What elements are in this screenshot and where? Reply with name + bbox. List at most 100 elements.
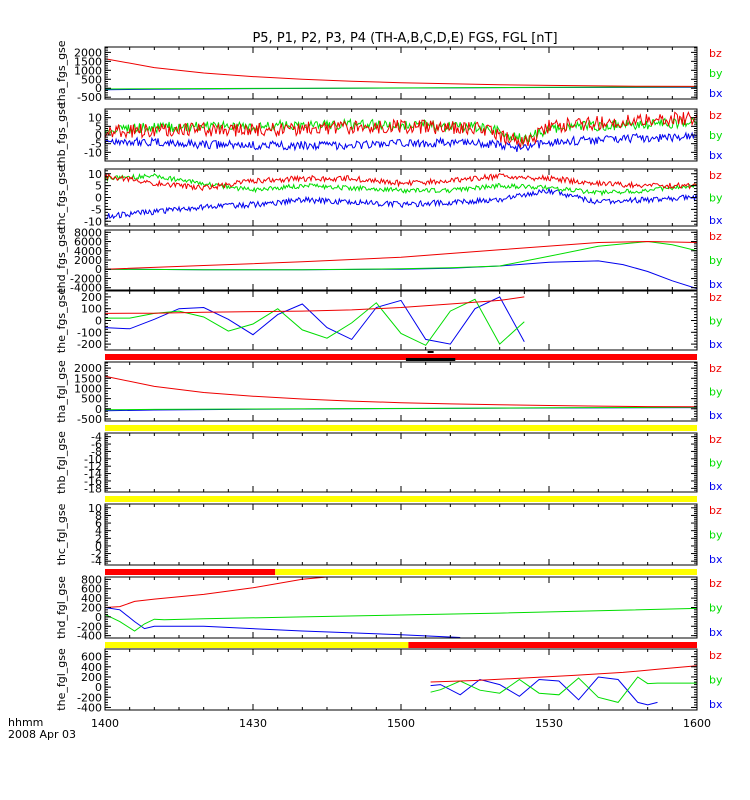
legend-by: by <box>709 192 723 205</box>
mode-bar <box>105 351 697 361</box>
y-axis-label: thc_fgs_gse <box>55 165 68 230</box>
legend-bz: bz <box>709 577 722 590</box>
legend-bx: bx <box>709 338 723 351</box>
series-bx-thc_fgs_gse <box>105 186 697 220</box>
y-tick-label: 1500 <box>74 372 102 385</box>
y-tick-label: 6 <box>95 517 102 530</box>
panel-frame <box>104 432 698 493</box>
y-tick-label: 200 <box>81 291 102 304</box>
series-bx-thb_fgs_gse <box>105 131 697 153</box>
y-tick-label: 4 <box>95 525 102 538</box>
y-tick-label: -100 <box>77 326 102 339</box>
y-tick-label: 0 <box>95 82 102 95</box>
mode-segment <box>105 354 697 360</box>
series-bz-tha_fgl_gse <box>105 375 697 408</box>
legend-by: by <box>709 386 723 399</box>
legend-bz: bz <box>709 504 722 517</box>
y-tick-label: -400 <box>77 701 102 714</box>
y-tick-label: 600 <box>81 651 102 664</box>
y-tick-label: 10 <box>88 502 102 515</box>
y-axis-label: thb_fgl_gse <box>55 431 68 494</box>
legend-by: by <box>709 254 723 267</box>
y-tick-label: 800 <box>81 573 102 586</box>
y-tick-label: -8 <box>91 445 102 458</box>
panel-frame <box>104 46 698 100</box>
legend-bz: bz <box>709 109 722 122</box>
legend-bx: bx <box>709 698 723 711</box>
y-tick-label: -18 <box>84 482 102 495</box>
x-tick-label: 1400 <box>91 717 119 730</box>
legend-bx: bx <box>709 480 723 493</box>
y-axis-label: thd_fgs_gse <box>55 227 68 293</box>
mode-bars <box>105 351 697 648</box>
mode-segment <box>405 358 456 361</box>
y-tick-label: 0 <box>95 403 102 416</box>
y-axis-label: thd_fgl_gse <box>55 576 68 639</box>
legend-bx: bx <box>709 87 723 100</box>
panel-frame <box>104 229 698 291</box>
y-axis-label: the_fgl_gse <box>55 648 68 711</box>
y-tick-label: 400 <box>81 592 102 605</box>
series-bz-the_fgs_gse <box>105 296 525 314</box>
y-tick-label: 8000 <box>74 226 102 239</box>
y-tick-label: -200 <box>77 691 102 704</box>
x-tick-label: 1530 <box>535 717 563 730</box>
mode-marker <box>427 351 434 353</box>
y-tick-label: 2 <box>95 532 102 545</box>
y-tick-label: -4 <box>91 555 102 568</box>
series-bz-thd_fgs_gse <box>105 240 697 270</box>
y-tick-label: 500 <box>81 393 102 406</box>
x-tick-label: 1600 <box>683 717 711 730</box>
legend-bz: bz <box>709 47 722 60</box>
y-tick-label: 0 <box>95 192 102 205</box>
panel-frame <box>104 290 698 351</box>
y-tick-label: 2000 <box>74 362 102 375</box>
legend-bx: bx <box>709 626 723 639</box>
time-axis: 1400 1430 1500 1530 1600 <box>91 47 711 730</box>
legend-by: by <box>709 129 723 142</box>
y-tick-label: 200 <box>81 671 102 684</box>
y-tick-label: -5 <box>91 138 102 151</box>
legend-bz: bz <box>709 433 722 446</box>
legend-bz: bz <box>709 362 722 375</box>
mode-segment <box>105 569 276 575</box>
y-tick-label: 2000 <box>74 254 102 267</box>
y-tick-label: 5 <box>95 120 102 133</box>
y-axis-label: thb_fgs_gse <box>55 102 68 168</box>
y-tick-label: 500 <box>81 73 102 86</box>
mode-bar <box>105 642 697 648</box>
y-axis-label: the_fgs_gse <box>55 288 68 353</box>
y-tick-label: 10 <box>88 112 102 125</box>
y-tick-label: -16 <box>84 475 102 488</box>
y-tick-label: 10 <box>88 168 102 181</box>
series-bx-the_fgl_gse <box>430 676 658 706</box>
y-tick-label: -500 <box>77 91 102 104</box>
y-tick-label: 200 <box>81 602 102 615</box>
legend-bx: bx <box>709 409 723 422</box>
mode-bar <box>105 496 697 502</box>
series-by-the_fgs_gse <box>105 298 525 346</box>
y-tick-label: -10 <box>84 453 102 466</box>
series-bz-the_fgl_gse <box>430 665 697 683</box>
legend-by: by <box>709 457 723 470</box>
y-tick-label: 100 <box>81 303 102 316</box>
series-bz-thb_fgs_gse <box>105 110 697 149</box>
series-by-thd_fgs_gse <box>105 240 697 271</box>
legend-bz: bz <box>709 649 722 662</box>
y-tick-label: -5 <box>91 203 102 216</box>
y-tick-label: 5 <box>95 180 102 193</box>
y-tick-label: 1000 <box>74 382 102 395</box>
series-by-tha_fgs_gse <box>105 86 697 90</box>
legend-bx: bx <box>709 553 723 566</box>
series-by-thd_fgl_gse <box>105 607 697 632</box>
y-tick-label: 0 <box>95 263 102 276</box>
y-tick-label: -500 <box>77 413 102 426</box>
series-by-thb_fgs_gse <box>105 117 697 147</box>
